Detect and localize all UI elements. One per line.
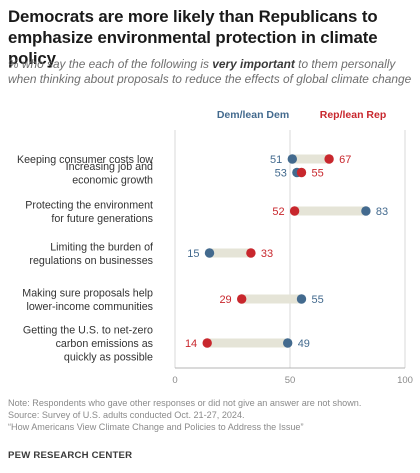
rep-dot <box>246 248 256 258</box>
legend-dem-label: Dem/lean Dem <box>217 109 289 121</box>
rep-dot <box>296 167 307 178</box>
category-label: regulations on businesses <box>29 255 153 267</box>
chart-title: Democrats are more likely than Republica… <box>8 7 378 68</box>
dem-value-label: 53 <box>275 168 287 180</box>
dem-value-label: 83 <box>376 206 388 218</box>
subtitle-text-before: % who say the each of the following is <box>8 57 213 71</box>
rep-value-label: 29 <box>219 294 231 306</box>
dem-dot <box>361 206 371 216</box>
legend-rep-label: Rep/lean Rep <box>320 109 387 121</box>
rep-value-label: 52 <box>272 206 284 218</box>
x-tick-label: 0 <box>172 375 177 386</box>
dem-dot <box>204 248 215 258</box>
category-label: for future generations <box>51 213 153 225</box>
x-tick-label: 100 <box>397 375 413 386</box>
dem-dot <box>283 338 293 348</box>
source-line: Source: Survey of U.S. adults conducted … <box>8 410 245 420</box>
dem-dot <box>287 154 297 164</box>
chart-subtitle: % who say the each of the following is v… <box>8 57 418 87</box>
rep-dot <box>237 294 247 304</box>
category-label: Making sure proposals help <box>22 287 153 299</box>
category-label: carbon emissions as <box>56 338 153 350</box>
category-label: Limiting the burden of <box>50 241 153 253</box>
category-label: Increasing job and <box>66 161 153 173</box>
rep-value-label: 55 <box>312 168 324 180</box>
dem-value-label: 51 <box>270 154 282 166</box>
notes: Note: Respondents who gave other respons… <box>8 397 418 433</box>
note-line: Note: Respondents who gave other respons… <box>8 398 362 408</box>
subtitle-emphasis: very important <box>212 57 295 71</box>
subtitle-text-after: to them personally when thinking about p… <box>8 57 412 86</box>
rep-value-label: 67 <box>339 154 351 166</box>
category-label: quickly as possible <box>64 352 153 364</box>
report-title-line: “How Americans View Climate Change and P… <box>8 422 304 432</box>
rep-value-label: 33 <box>261 248 273 260</box>
category-label: Getting the U.S. to net-zero <box>23 325 153 337</box>
rep-dot <box>324 154 334 164</box>
dem-value-label: 55 <box>312 294 324 306</box>
category-label: lower-income communities <box>26 301 153 313</box>
brand-logo-text: PEW RESEARCH CENTER <box>8 450 133 461</box>
category-label: economic growth <box>72 174 153 186</box>
dem-value-label: 49 <box>298 338 310 350</box>
dem-dot <box>296 294 307 304</box>
x-tick-label: 50 <box>285 375 296 386</box>
rep-dot <box>289 206 300 216</box>
category-label: Keeping consumer costs low <box>17 154 153 166</box>
rep-value-label: 14 <box>185 338 197 350</box>
rep-dot <box>202 338 212 348</box>
dem-value-label: 15 <box>187 248 199 260</box>
category-label: Protecting the environment <box>25 199 153 211</box>
